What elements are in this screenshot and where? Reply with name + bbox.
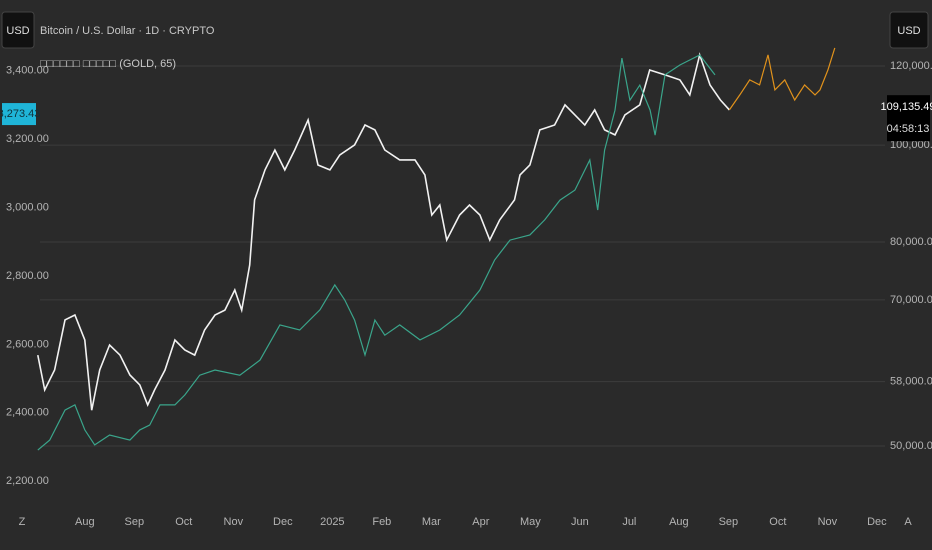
- x-tick-label: May: [520, 516, 541, 528]
- x-tick-label: Nov: [224, 516, 244, 528]
- y2-tick-label: 70,000.00: [890, 294, 932, 306]
- grid: [40, 65, 885, 447]
- y2-tick-label: 120,000.00: [890, 60, 932, 72]
- price-badge: [2, 103, 36, 126]
- x-tick-label: Jul: [622, 516, 636, 528]
- series-line: [728, 47, 836, 111]
- currency-left[interactable]: USD: [6, 25, 29, 37]
- currency-button[interactable]: [1, 11, 35, 49]
- series-line: [37, 54, 716, 451]
- x-tick-label: Aug: [75, 516, 95, 528]
- legend-entry: □□□□□□ □□□□□ (GOLD, 65): [40, 58, 176, 70]
- x-tick-label: Mar: [422, 516, 441, 528]
- y2-tick-label: 58,000.00: [890, 375, 932, 387]
- y-tick-label: 3,200.00: [6, 133, 49, 145]
- x-tick-label: 2025: [320, 516, 344, 528]
- y2-tick-label: 50,000.00: [890, 440, 932, 452]
- x-tick-label: Nov: [818, 516, 838, 528]
- series-line: [37, 52, 730, 411]
- currency-button[interactable]: [889, 11, 929, 49]
- x-tick-label: Sep: [719, 516, 739, 528]
- price-badge-label: 3,273.43: [0, 108, 40, 120]
- x-tick-label: Apr: [472, 516, 489, 528]
- x-tick-label: Z: [19, 516, 26, 528]
- x-tick-label: A: [904, 516, 912, 528]
- legend-entry: Bitcoin / U.S. Dollar · 1D · CRYPTO: [40, 25, 215, 37]
- x-tick-label: Oct: [175, 516, 192, 528]
- x-tick-label: Dec: [867, 516, 887, 528]
- countdown: 04:58:13: [887, 123, 930, 135]
- y-tick-label: 2,400.00: [6, 407, 49, 419]
- y-tick-label: 2,800.00: [6, 270, 49, 282]
- currency-right[interactable]: USD: [897, 25, 920, 37]
- y-tick-label: 3,000.00: [6, 201, 49, 213]
- x-tick-label: Dec: [273, 516, 293, 528]
- y-tick-label: 3,400.00: [6, 65, 49, 77]
- x-tick-label: Feb: [372, 516, 391, 528]
- y-tick-label: 2,600.00: [6, 338, 49, 350]
- y2-tick-label: 80,000.00: [890, 236, 932, 248]
- x-tick-label: Jun: [571, 516, 589, 528]
- price-badge-label: 109,135.49: [880, 101, 932, 113]
- price-badge: [887, 95, 930, 142]
- y2-tick-label: 100,000.00: [890, 139, 932, 151]
- plot-area: [37, 47, 836, 451]
- x-tick-label: Aug: [669, 516, 689, 528]
- axes: 2,200.00 2,400.00 2,600.00 2,800.00 3,000.00…: [0, 60, 932, 528]
- y-tick-label: 2,200.00: [6, 475, 49, 487]
- x-tick-label: Oct: [769, 516, 786, 528]
- x-tick-label: Sep: [125, 516, 145, 528]
- legend: Bitcoin / U.S. Dollar · 1D · CRYPTO □□□□□…: [40, 25, 215, 70]
